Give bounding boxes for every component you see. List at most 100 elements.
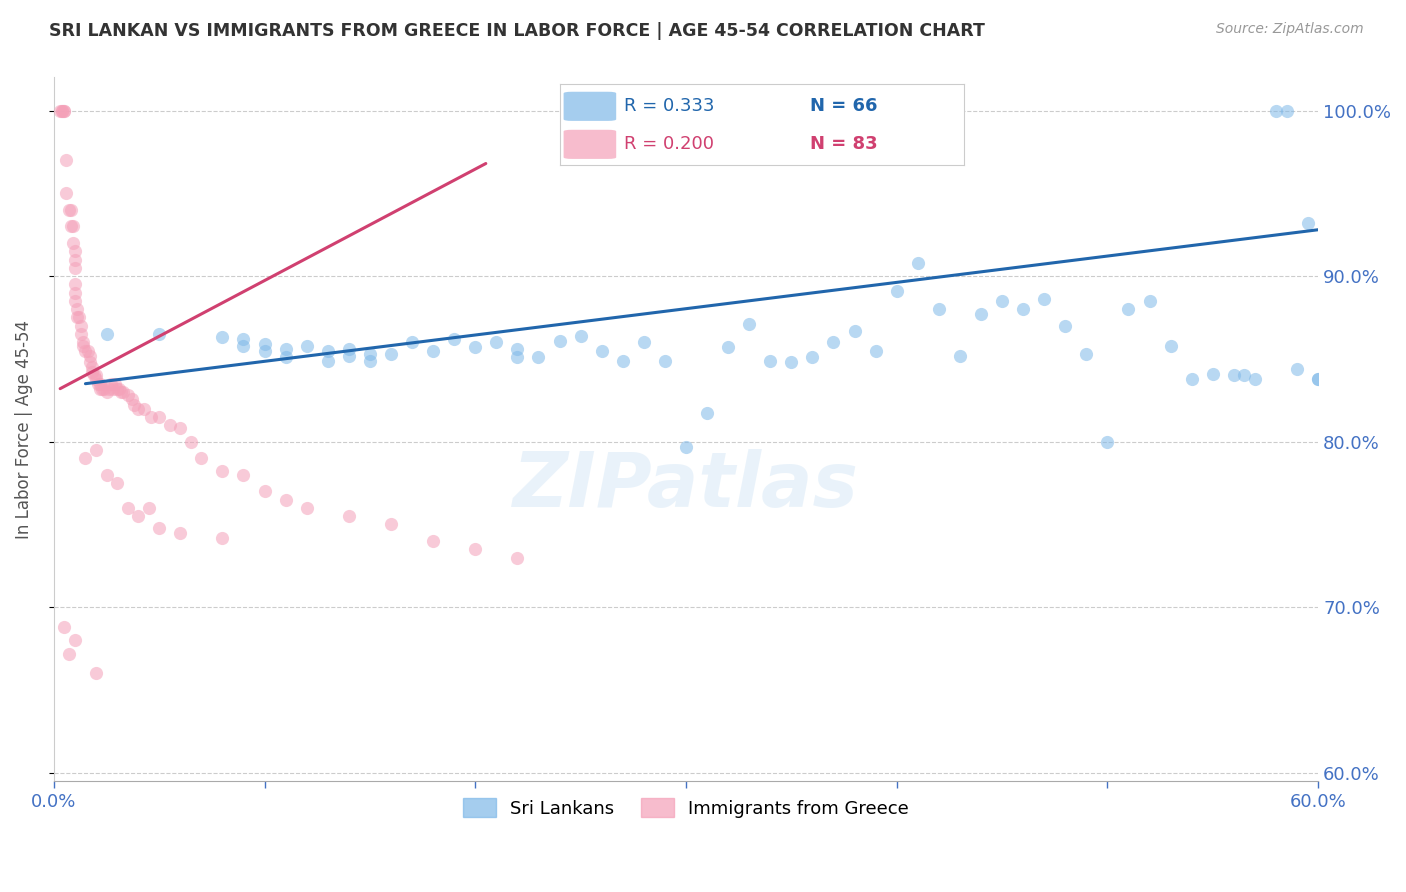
Point: [591, 343, 613, 358]
Point: [1118, 302, 1140, 317]
Point: [62, 235, 84, 250]
Point: [87, 376, 110, 391]
Point: [89, 376, 111, 391]
Point: [443, 332, 465, 346]
Point: [569, 328, 592, 343]
Point: [105, 476, 128, 491]
Point: [75, 343, 97, 358]
Point: [865, 343, 887, 358]
Point: [97, 382, 120, 396]
Point: [180, 434, 202, 449]
Point: [148, 326, 170, 341]
Point: [422, 533, 444, 548]
Point: [696, 407, 718, 421]
Legend: Sri Lankans, Immigrants from Greece: Sri Lankans, Immigrants from Greece: [456, 791, 917, 825]
Point: [1275, 103, 1298, 118]
Point: [89, 382, 111, 396]
Point: [70, 318, 93, 333]
Point: [1202, 367, 1225, 381]
Point: [76, 343, 98, 358]
Point: [62, 219, 84, 234]
Point: [738, 317, 761, 331]
Point: [122, 398, 145, 412]
Point: [127, 401, 149, 416]
Point: [169, 525, 191, 540]
Point: [53, 103, 76, 118]
Point: [928, 302, 950, 317]
Text: Source: ZipAtlas.com: Source: ZipAtlas.com: [1216, 22, 1364, 37]
Point: [1286, 361, 1309, 376]
Point: [91, 382, 114, 396]
Point: [110, 384, 132, 399]
Point: [66, 310, 89, 325]
Point: [316, 343, 339, 358]
Point: [75, 451, 97, 466]
Point: [380, 347, 402, 361]
Point: [759, 353, 782, 368]
Point: [253, 484, 276, 499]
Point: [337, 342, 360, 356]
Point: [1308, 372, 1330, 386]
Point: [55, 186, 77, 201]
Point: [83, 368, 105, 383]
Point: [991, 293, 1014, 308]
Point: [337, 349, 360, 363]
Point: [63, 293, 86, 308]
Point: [63, 277, 86, 292]
Point: [274, 342, 297, 356]
Point: [104, 376, 127, 391]
Point: [139, 409, 162, 424]
Point: [80, 360, 103, 375]
Point: [169, 421, 191, 435]
Point: [101, 382, 124, 396]
Point: [80, 365, 103, 379]
Point: [1265, 103, 1288, 118]
Point: [422, 343, 444, 358]
Text: ZIPatlas: ZIPatlas: [513, 449, 859, 523]
Point: [66, 302, 89, 317]
Point: [1054, 318, 1077, 333]
Point: [148, 521, 170, 535]
Point: [117, 388, 139, 402]
Point: [464, 340, 486, 354]
Point: [232, 338, 254, 352]
Point: [49, 103, 72, 118]
Point: [84, 368, 107, 383]
Point: [55, 153, 77, 168]
Point: [548, 334, 571, 348]
Point: [63, 260, 86, 275]
Point: [190, 451, 212, 466]
Point: [274, 492, 297, 507]
Point: [464, 542, 486, 557]
Point: [70, 326, 93, 341]
Point: [359, 353, 381, 368]
Point: [100, 376, 122, 391]
Point: [105, 382, 128, 396]
Point: [108, 382, 131, 396]
Point: [72, 338, 94, 352]
Point: [58, 647, 80, 661]
Point: [633, 335, 655, 350]
Point: [359, 347, 381, 361]
Point: [58, 202, 80, 217]
Point: [159, 418, 181, 433]
Point: [1244, 372, 1267, 386]
Point: [274, 350, 297, 364]
Point: [211, 531, 233, 545]
Point: [1296, 216, 1319, 230]
Point: [654, 353, 676, 368]
Point: [51, 103, 73, 118]
Point: [337, 509, 360, 524]
Point: [84, 372, 107, 386]
Point: [949, 349, 972, 363]
Point: [675, 440, 697, 454]
Point: [506, 350, 529, 364]
Point: [112, 384, 135, 399]
Point: [72, 335, 94, 350]
Point: [59, 219, 82, 234]
Point: [211, 465, 233, 479]
Point: [253, 343, 276, 358]
Point: [717, 340, 740, 354]
Point: [63, 244, 86, 259]
Point: [907, 256, 929, 270]
